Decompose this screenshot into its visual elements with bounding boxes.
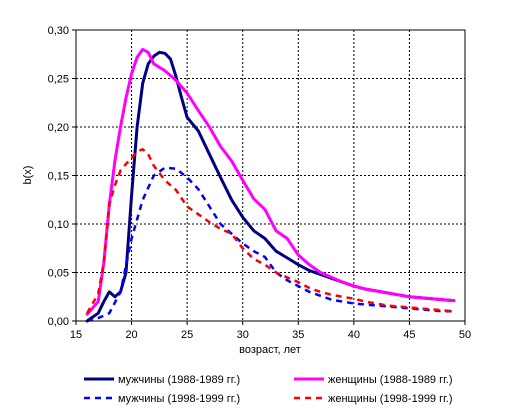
legend-label-3: мужчины (1998-1999 гг.) — [118, 393, 240, 405]
legend-label-1: мужчины (1988-1989 гг.) — [118, 374, 240, 386]
x-axis-label: возраст, лет — [239, 344, 301, 356]
series-line-4 — [86, 148, 455, 314]
series-line-2 — [85, 47, 456, 316]
y-tick-label: 0,10 — [48, 219, 69, 231]
legend: мужчины (1988-1989 гг.) женщины (1988-198… — [84, 374, 453, 405]
x-tick-label: 40 — [348, 329, 360, 341]
y-tick-label: 0,20 — [48, 122, 69, 134]
x-tick-label: 20 — [125, 329, 137, 341]
x-tick-label: 50 — [459, 329, 471, 341]
y-tick-label: 0,25 — [48, 74, 69, 86]
x-tick-label: 35 — [292, 329, 304, 341]
y-axis-ticks: 0,00 0,05 0,10 0,15 0,20 0,25 0,30 — [48, 25, 76, 328]
y-tick-label: 0,30 — [48, 25, 69, 37]
y-tick-label: 0,00 — [48, 316, 69, 328]
x-axis-ticks: 15 20 25 30 35 40 45 50 — [70, 321, 471, 341]
x-tick-label: 30 — [237, 329, 249, 341]
x-tick-label: 45 — [403, 329, 415, 341]
series-lines — [85, 47, 456, 323]
x-tick-label: 25 — [181, 329, 193, 341]
series-line-1 — [85, 50, 456, 323]
y-tick-label: 0,15 — [48, 171, 69, 183]
y-tick-label: 0,05 — [48, 268, 69, 280]
y-axis-label: b(x) — [22, 166, 34, 185]
grid-lines — [76, 30, 465, 321]
legend-label-2: женщины (1988-1989 гг.) — [328, 374, 453, 386]
x-tick-label: 15 — [70, 329, 82, 341]
legend-label-4: женщины (1998-1999 гг.) — [328, 393, 453, 405]
